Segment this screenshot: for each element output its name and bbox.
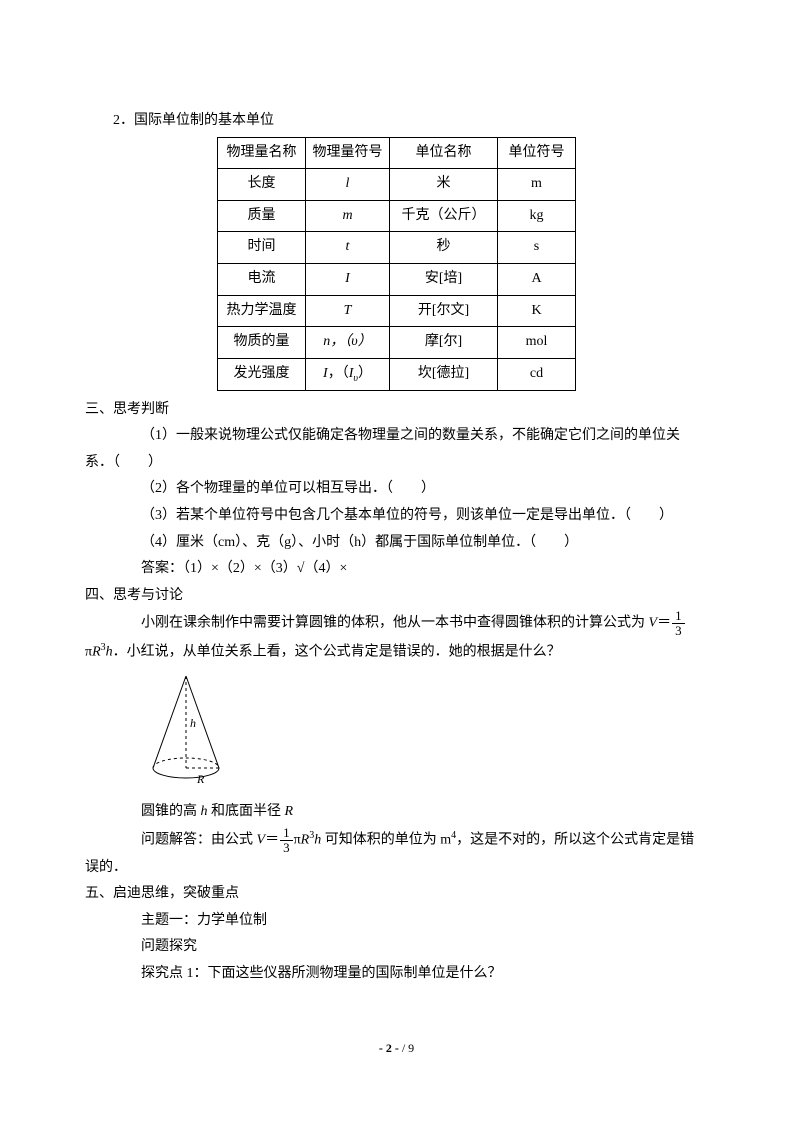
qty-symbol: n，（υ） — [306, 327, 390, 359]
section-5-title: 五、启迪思维，突破重点 — [85, 881, 708, 908]
unit-name: 坎[德拉] — [390, 358, 498, 390]
section-3-title: 三、思考判断 — [85, 397, 708, 424]
qty-symbol: t — [306, 232, 390, 264]
qty-symbol: T — [306, 295, 390, 327]
cone-r-label: R — [196, 772, 205, 786]
fraction-1-3: 13 — [279, 826, 294, 854]
col-header: 物理量符号 — [306, 137, 390, 169]
unit-symbol: A — [498, 263, 576, 295]
page-footer: - 2 - / 9 — [0, 1037, 793, 1060]
section-4-title: 四、思考与讨论 — [85, 583, 708, 610]
sec4-answer-line1: 问题解答：由公式 V＝13πR3h 可知体积的单位为 m4，这是不对的，所以这个… — [85, 826, 708, 855]
qty-name: 发光强度 — [218, 358, 306, 390]
unit-symbol: K — [498, 295, 576, 327]
judge-answers: 答案：（1）×（2）×（3）√（4）× — [85, 556, 708, 583]
section-2-title: 2．国际单位制的基本单位 — [85, 108, 708, 135]
judge-q2: （2）各个物理量的单位可以相互导出．（ ） — [85, 476, 708, 503]
qty-name: 电流 — [218, 263, 306, 295]
table-row: 物质的量 n，（υ） 摩[尔] mol — [218, 327, 576, 359]
unit-name: 千克（公斤） — [390, 200, 498, 232]
qty-symbol: l — [306, 169, 390, 201]
sec5-topic1: 主题一：力学单位制 — [85, 908, 708, 935]
cone-icon: h R — [141, 672, 231, 787]
unit-name: 开[尔文] — [390, 295, 498, 327]
qty-name: 长度 — [218, 169, 306, 201]
unit-symbol: cd — [498, 358, 576, 390]
judge-q1-line1: （1）一般来说物理公式仅能确定各物理量之间的数量关系，不能确定它们之间的单位关 — [85, 423, 708, 450]
table-row: 质量 m 千克（公斤） kg — [218, 200, 576, 232]
col-header: 物理量名称 — [218, 137, 306, 169]
unit-name: 摩[尔] — [390, 327, 498, 359]
sec4-line1: 小刚在课余制作中需要计算圆锥的体积，他从一本书中查得圆锥体积的计算公式为 V＝1… — [85, 609, 708, 637]
unit-symbol: m — [498, 169, 576, 201]
sec5-topic3: 探究点 1：下面这些仪器所测物理量的国际制单位是什么？ — [85, 961, 708, 988]
judge-q1-line2: 系．（ ） — [85, 450, 708, 477]
cone-caption: 圆锥的高 h 和底面半径 R — [85, 799, 708, 826]
page-total: 9 — [408, 1041, 414, 1055]
col-header: 单位名称 — [390, 137, 498, 169]
qty-name: 时间 — [218, 232, 306, 264]
table-row: 发光强度 I，（Iυ） 坎[德拉] cd — [218, 358, 576, 390]
sec5-topic2: 问题探究 — [85, 934, 708, 961]
table-row: 时间 t 秒 s — [218, 232, 576, 264]
qty-name: 热力学温度 — [218, 295, 306, 327]
table-row: 长度 l 米 m — [218, 169, 576, 201]
qty-symbol: I，（Iυ） — [306, 358, 390, 390]
cone-figure: h R — [85, 672, 708, 798]
unit-name: 米 — [390, 169, 498, 201]
cone-h-label: h — [190, 716, 196, 730]
unit-name: 秒 — [390, 232, 498, 264]
qty-symbol: m — [306, 200, 390, 232]
sec4-answer-line2: 误的． — [85, 855, 708, 882]
table-row: 热力学温度 T 开[尔文] K — [218, 295, 576, 327]
sec4-line2: πR3h．小红说，从单位关系上看，这个公式肯定是错误的．她的根据是什么？ — [85, 638, 708, 666]
unit-symbol: s — [498, 232, 576, 264]
unit-symbol: kg — [498, 200, 576, 232]
table-row: 电流 I 安[培] A — [218, 263, 576, 295]
judge-q4: （4）厘米（cm）、克（g）、小时（h）都属于国际单位制单位．（ ） — [85, 530, 708, 557]
qty-name: 物质的量 — [218, 327, 306, 359]
unit-symbol: mol — [498, 327, 576, 359]
fraction-1-3: 13 — [671, 609, 686, 637]
table-header-row: 物理量名称 物理量符号 单位名称 单位符号 — [218, 137, 576, 169]
qty-name: 质量 — [218, 200, 306, 232]
qty-symbol: I — [306, 263, 390, 295]
si-units-table: 物理量名称 物理量符号 单位名称 单位符号 长度 l 米 m 质量 m 千克（公… — [217, 137, 576, 391]
col-header: 单位符号 — [498, 137, 576, 169]
unit-name: 安[培] — [390, 263, 498, 295]
judge-q3: （3）若某个单位符号中包含几个基本单位的符号，则该单位一定是导出单位．（ ） — [85, 503, 708, 530]
page-number: - 2 - — [379, 1041, 399, 1055]
